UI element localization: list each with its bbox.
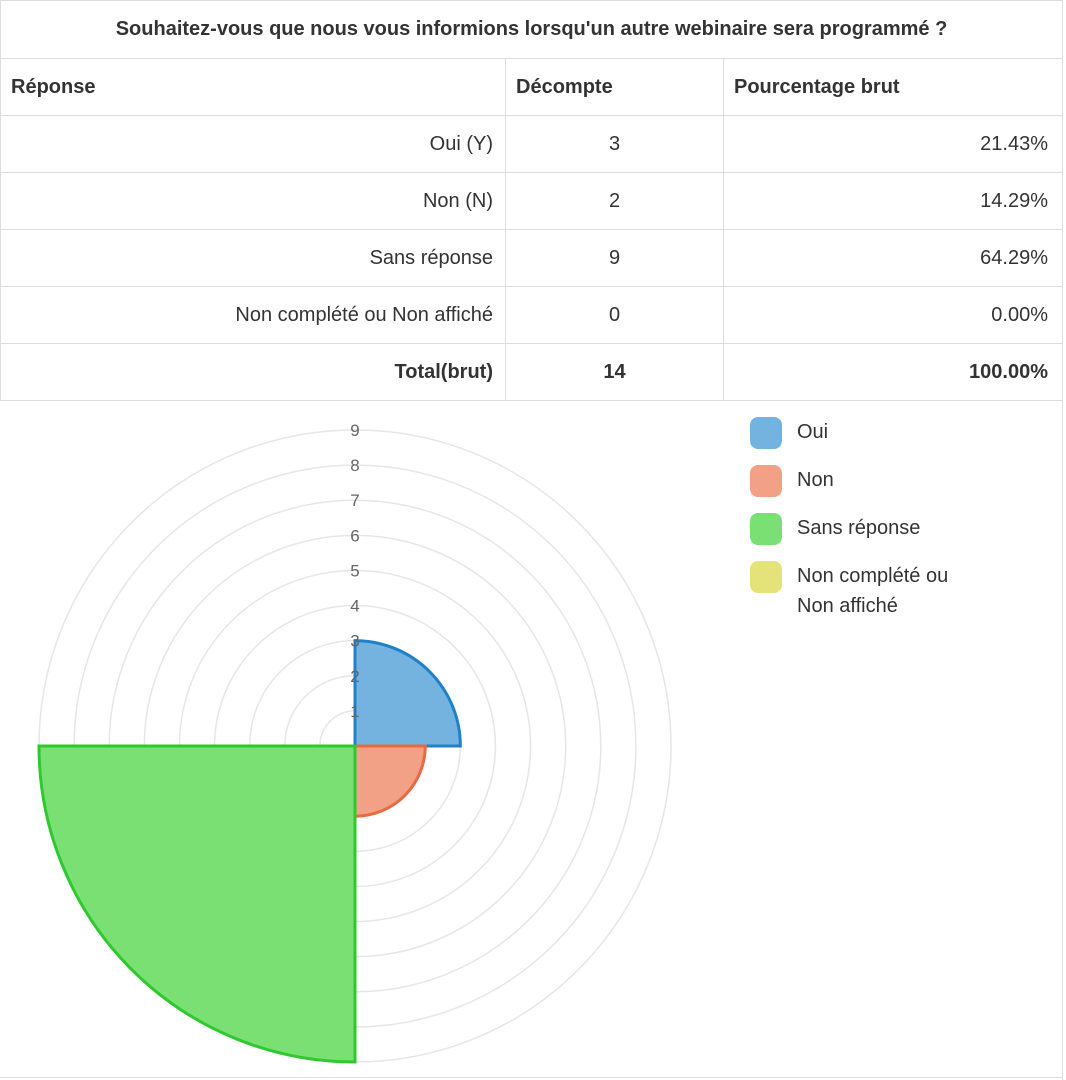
- chart-legend: Oui Non Sans réponse Non complété ou Non af…: [750, 417, 987, 637]
- row-count: 0: [505, 286, 724, 344]
- row-label: Non (N): [0, 172, 506, 230]
- legend-swatch: [750, 513, 782, 545]
- r-tick-label: 6: [350, 526, 359, 545]
- r-tick-label: 4: [350, 597, 359, 616]
- r-tick-label: 5: [350, 561, 359, 580]
- r-tick-label: 1: [350, 702, 359, 721]
- polar-sector[interactable]: [353, 744, 427, 818]
- total-label: Total(brut): [0, 343, 506, 401]
- r-tick-label: 2: [350, 667, 359, 686]
- legend-item[interactable]: Non: [750, 465, 987, 497]
- row-percent: 0.00%: [722, 286, 1064, 344]
- total-row: Total(brut) 14 100.00%: [0, 343, 1064, 401]
- row-percent: 14.29%: [722, 172, 1064, 230]
- total-count: 14: [505, 343, 724, 401]
- r-tick-label: 7: [350, 491, 359, 510]
- chart-area: 1 2 3 4 5 6 7 8 9 Oui Non Sans réponse Non complété…: [0, 405, 1062, 1078]
- legend-item[interactable]: Non complété ou Non affiché: [750, 561, 987, 621]
- r-tick-label: 9: [350, 421, 359, 440]
- row-percent: 64.29%: [722, 229, 1064, 287]
- table-row: Non complété ou Non affiché 0 0.00%: [0, 286, 1064, 344]
- legend-swatch: [750, 417, 782, 449]
- header-response: Réponse: [0, 58, 506, 116]
- header-count: Décompte: [505, 58, 724, 116]
- row-label: Sans réponse: [0, 229, 506, 287]
- row-label: Non complété ou Non affiché: [0, 286, 506, 344]
- legend-label: Non complété ou Non affiché: [797, 565, 949, 617]
- legend-item[interactable]: Oui: [750, 417, 987, 449]
- row-count: 9: [505, 229, 724, 287]
- legend-item[interactable]: Sans réponse: [750, 513, 987, 545]
- polar-sector[interactable]: [353, 639, 462, 748]
- legend-label: Sans réponse: [797, 517, 921, 539]
- legend-swatch: [750, 465, 782, 497]
- table-row: Oui (Y) 3 21.43%: [0, 115, 1064, 173]
- polar-area-chart: 1 2 3 4 5 6 7 8 9: [37, 421, 672, 1064]
- table-row: Non (N) 2 14.29%: [0, 172, 1064, 230]
- r-tick-label: 3: [350, 632, 359, 651]
- row-count: 2: [505, 172, 724, 230]
- row-percent: 21.43%: [722, 115, 1064, 173]
- legend-swatch: [750, 561, 782, 593]
- row-count: 3: [505, 115, 724, 173]
- polar-sector[interactable]: [37, 744, 357, 1064]
- total-percent: 100.00%: [722, 343, 1064, 401]
- question-title: Souhaitez-vous que nous vous informions …: [0, 0, 1064, 59]
- table-row: Sans réponse 9 64.29%: [0, 229, 1064, 287]
- row-label: Oui (Y): [0, 115, 506, 173]
- stats-table: Souhaitez-vous que nous vous informions …: [0, 0, 1064, 401]
- legend-label: Non: [797, 469, 834, 491]
- header-percent: Pourcentage brut: [722, 58, 1064, 116]
- r-tick-label: 8: [350, 456, 359, 475]
- legend-label: Oui: [797, 421, 829, 443]
